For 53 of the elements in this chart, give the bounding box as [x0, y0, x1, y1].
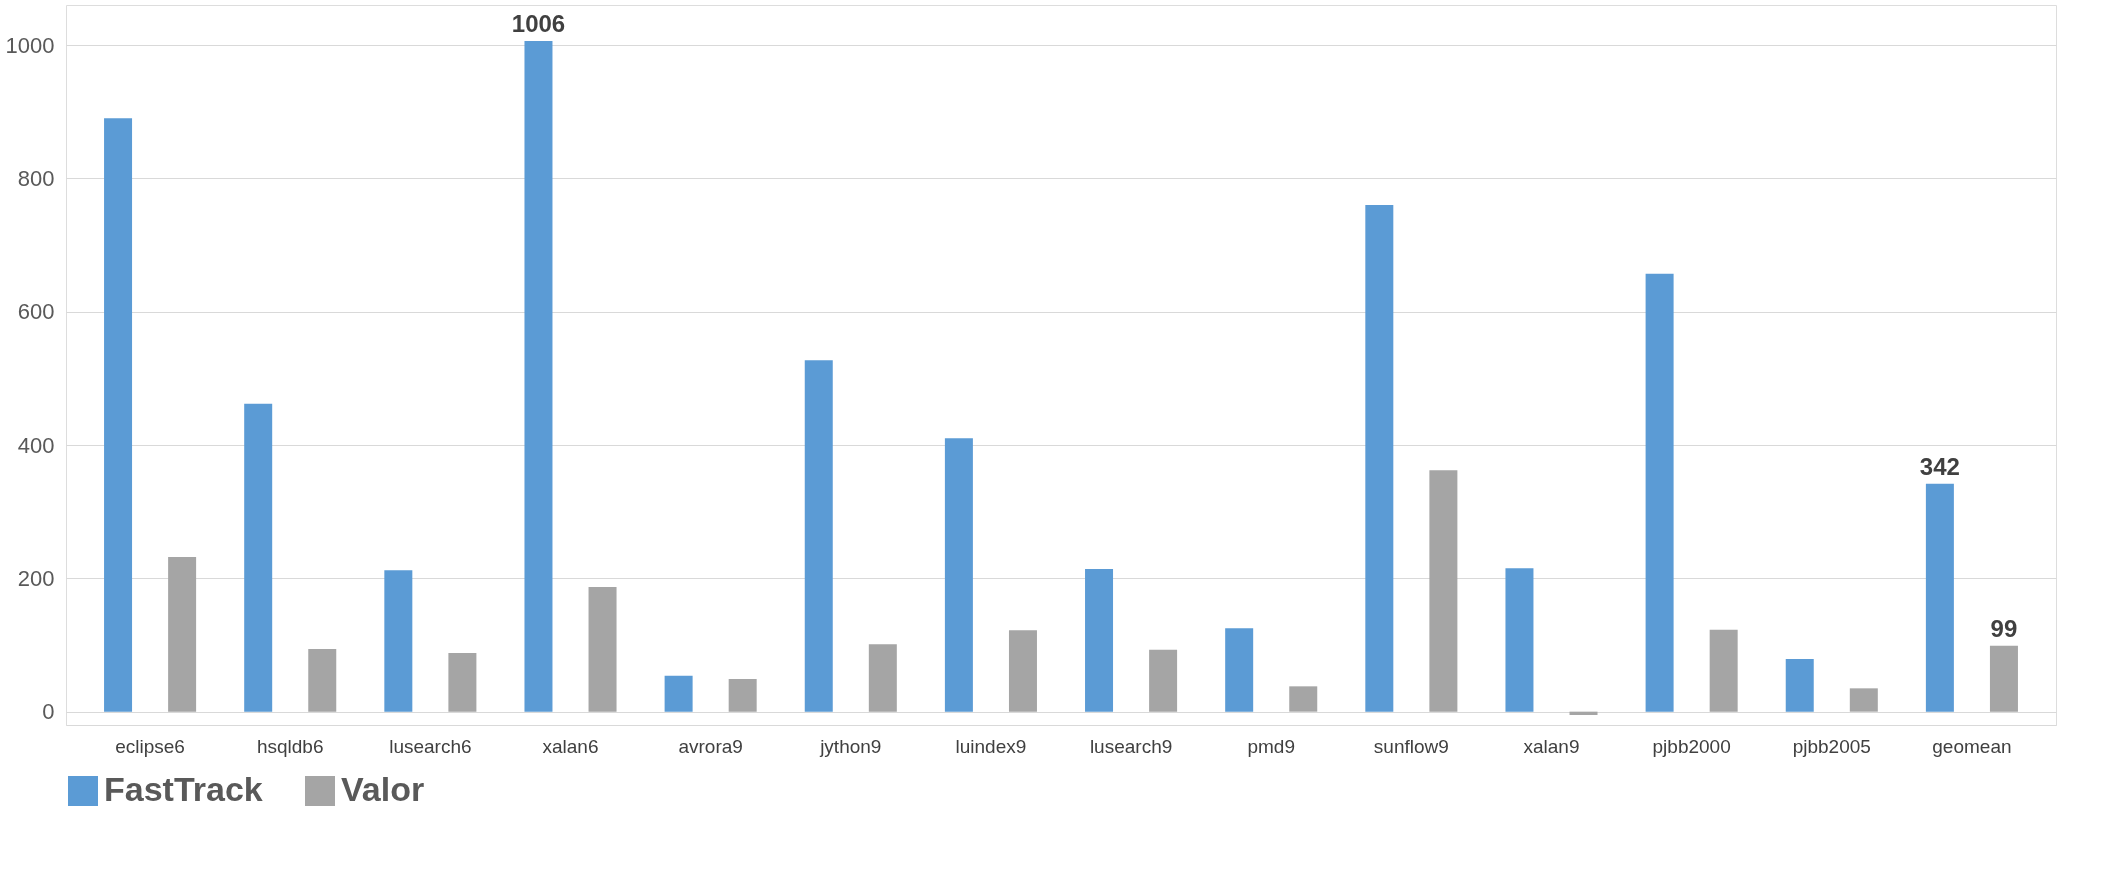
bar [944, 438, 973, 712]
bar [1785, 659, 1814, 712]
bar [1989, 645, 2018, 712]
x-tick-label: pjbb2000 [1652, 735, 1731, 757]
x-tick-label: xalan9 [1523, 735, 1580, 757]
x-tick-label: lusearch6 [389, 735, 472, 757]
bar [804, 360, 833, 712]
bar [384, 570, 413, 712]
bar [1085, 569, 1114, 712]
legend-label: FastTrack [104, 770, 263, 808]
x-tick-label: pmd9 [1247, 735, 1295, 757]
x-tick-label: avrora9 [678, 735, 743, 757]
y-tick-label: 200 [17, 565, 55, 591]
bar [1849, 688, 1878, 712]
bar [1505, 568, 1534, 712]
bar [1289, 686, 1318, 712]
bar [1925, 483, 1954, 712]
y-tick-label: 600 [17, 299, 55, 325]
bar [1429, 470, 1458, 712]
x-tick-label: eclipse6 [115, 735, 185, 757]
bar [1645, 273, 1674, 712]
x-tick-label: luindex9 [955, 735, 1027, 757]
bar [1149, 649, 1178, 712]
y-tick-label: 0 [42, 699, 55, 725]
bar [1225, 628, 1254, 712]
bar [664, 675, 693, 712]
x-tick-label: lusearch9 [1089, 735, 1173, 757]
bar [308, 649, 337, 712]
bar [1569, 711, 1598, 715]
bar [104, 118, 133, 712]
x-tick-label: jython9 [819, 735, 882, 757]
bar [1709, 629, 1738, 712]
bar [1008, 630, 1037, 712]
y-tick-label: 1000 [5, 32, 55, 58]
data-label: 342 [1919, 452, 1960, 480]
x-tick-label: xalan6 [542, 735, 599, 757]
bar [868, 644, 897, 712]
bar [524, 41, 553, 712]
data-label: 99 [1990, 614, 2018, 642]
x-tick-label: geomean [1932, 735, 2012, 757]
x-tick-label: sunflow9 [1373, 735, 1449, 757]
x-tick-label: pjbb2005 [1792, 735, 1871, 757]
bar [244, 403, 273, 712]
legend-label: Valor [341, 770, 425, 808]
bar [1365, 205, 1394, 712]
bar [168, 557, 197, 712]
bar [448, 653, 477, 712]
bar [588, 587, 617, 712]
x-tick-label: hsqldb6 [256, 735, 324, 757]
data-label: 1006 [511, 10, 566, 37]
y-tick-label: 800 [17, 165, 55, 191]
y-tick-label: 400 [17, 432, 55, 458]
bar [728, 679, 757, 712]
